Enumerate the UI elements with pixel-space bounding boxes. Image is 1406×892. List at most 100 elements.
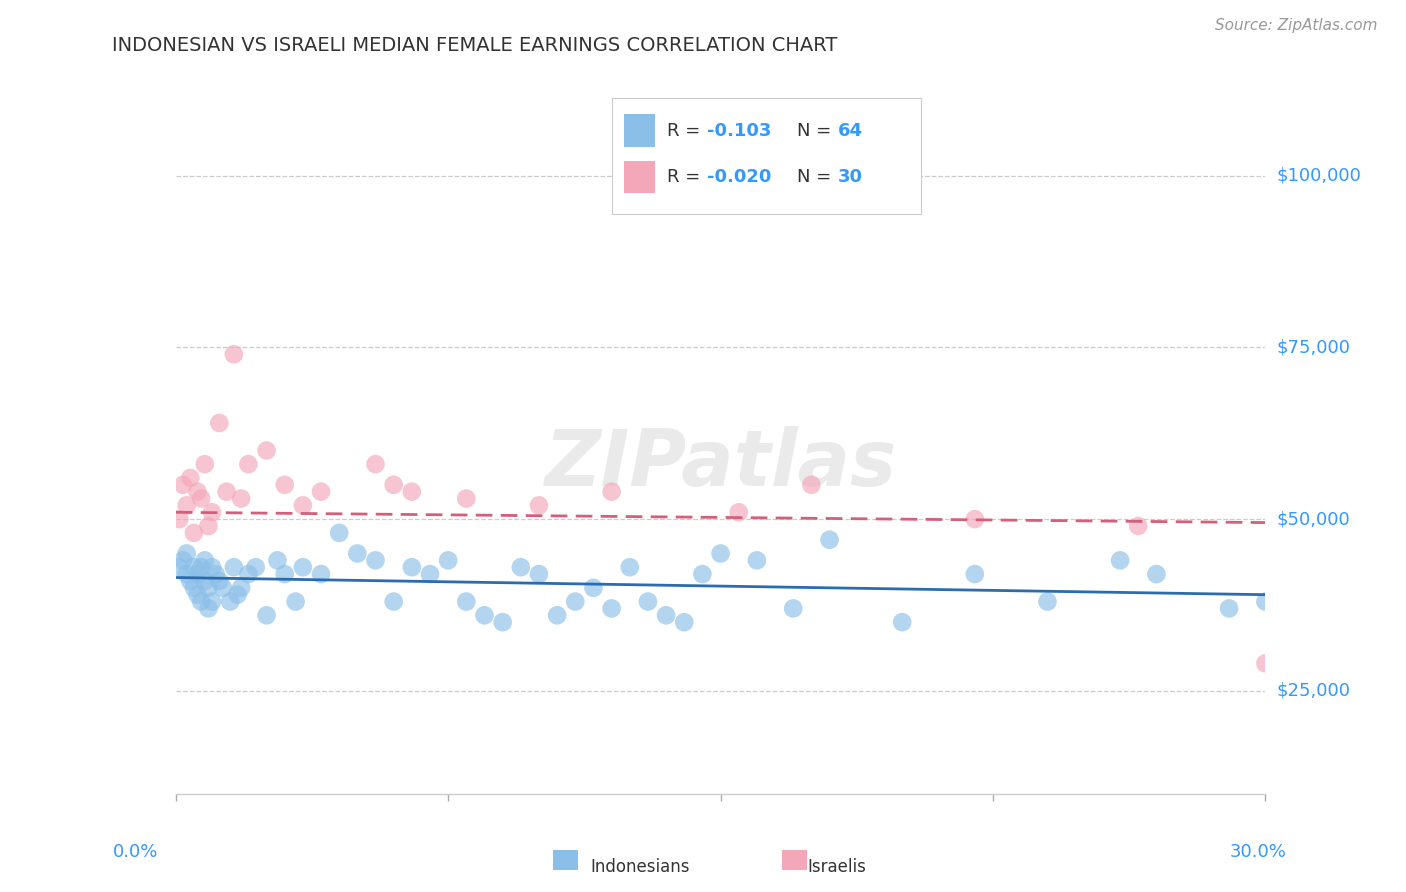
Point	[1146, 567, 1168, 582]
Point	[1254, 594, 1277, 608]
Text: Indonesians: Indonesians	[591, 858, 689, 876]
Point	[527, 499, 550, 513]
Point	[201, 594, 224, 608]
Point	[172, 553, 194, 567]
Point	[186, 588, 209, 602]
Point	[208, 574, 231, 588]
Text: -0.020: -0.020	[707, 168, 772, 186]
Point	[1036, 594, 1059, 608]
Point	[238, 567, 260, 582]
Point	[492, 615, 515, 630]
Point	[745, 553, 768, 567]
Text: ZIPatlas: ZIPatlas	[544, 426, 897, 502]
Point	[194, 574, 217, 588]
Point	[1109, 553, 1132, 567]
Point	[710, 546, 733, 561]
Point	[546, 608, 568, 623]
Text: R =: R =	[668, 121, 706, 139]
Point	[527, 567, 550, 582]
Point	[456, 594, 478, 608]
Point	[309, 484, 332, 499]
Point	[564, 594, 586, 608]
Point	[212, 581, 235, 595]
Point	[782, 601, 804, 615]
Point	[231, 581, 253, 595]
Point	[1128, 519, 1150, 533]
Point	[256, 608, 278, 623]
Point	[208, 416, 231, 430]
Point	[456, 491, 478, 506]
Point	[382, 594, 405, 608]
Point	[600, 484, 623, 499]
Point	[266, 553, 288, 567]
Point	[231, 491, 253, 506]
Point	[222, 560, 245, 574]
Point	[183, 581, 205, 595]
Text: $25,000: $25,000	[1277, 681, 1351, 700]
Point	[582, 581, 605, 595]
Point	[364, 457, 387, 471]
Point	[197, 581, 219, 595]
Point	[1254, 657, 1277, 671]
Text: N =: N =	[797, 168, 837, 186]
Point	[727, 505, 749, 519]
Point	[655, 608, 678, 623]
Point	[692, 567, 714, 582]
Point	[401, 484, 423, 499]
Point	[364, 553, 387, 567]
Point	[963, 567, 986, 582]
Point	[219, 594, 242, 608]
Point	[183, 525, 205, 540]
Point	[274, 567, 297, 582]
Point	[291, 499, 314, 513]
Point	[215, 484, 238, 499]
Point	[190, 491, 212, 506]
Point	[346, 546, 368, 561]
Text: 30: 30	[838, 168, 862, 186]
Point	[474, 608, 496, 623]
Point	[800, 478, 823, 492]
Point	[600, 601, 623, 615]
Point	[190, 594, 212, 608]
Point	[309, 567, 332, 582]
Point	[186, 484, 209, 499]
Text: R =: R =	[668, 168, 706, 186]
Point	[186, 567, 209, 582]
Point	[176, 546, 198, 561]
Bar	[624, 114, 655, 147]
Point	[1218, 601, 1240, 615]
Point	[197, 601, 219, 615]
Text: 0.0%: 0.0%	[112, 843, 157, 861]
Point	[179, 471, 201, 485]
Text: $75,000: $75,000	[1277, 338, 1351, 357]
Point	[194, 457, 217, 471]
Point	[401, 560, 423, 574]
Text: Israelis: Israelis	[807, 858, 866, 876]
Point	[179, 574, 201, 588]
Point	[637, 594, 659, 608]
Text: N =: N =	[797, 121, 837, 139]
Point	[169, 560, 191, 574]
Point	[284, 594, 307, 608]
Point	[201, 505, 224, 519]
Point	[437, 553, 460, 567]
Point	[673, 615, 696, 630]
Bar	[624, 161, 655, 194]
Text: Source: ZipAtlas.com: Source: ZipAtlas.com	[1215, 18, 1378, 33]
Point	[291, 560, 314, 574]
Point	[194, 553, 217, 567]
Point	[204, 567, 226, 582]
Point	[256, 443, 278, 458]
Text: 30.0%: 30.0%	[1230, 843, 1286, 861]
Point	[176, 567, 198, 582]
Point	[382, 478, 405, 492]
Point	[190, 560, 212, 574]
Point	[169, 512, 191, 526]
Point	[245, 560, 267, 574]
Point	[619, 560, 641, 574]
Text: 64: 64	[838, 121, 862, 139]
Point	[183, 560, 205, 574]
Text: $100,000: $100,000	[1277, 167, 1361, 185]
Text: INDONESIAN VS ISRAELI MEDIAN FEMALE EARNINGS CORRELATION CHART: INDONESIAN VS ISRAELI MEDIAN FEMALE EARN…	[112, 36, 838, 54]
Point	[201, 560, 224, 574]
